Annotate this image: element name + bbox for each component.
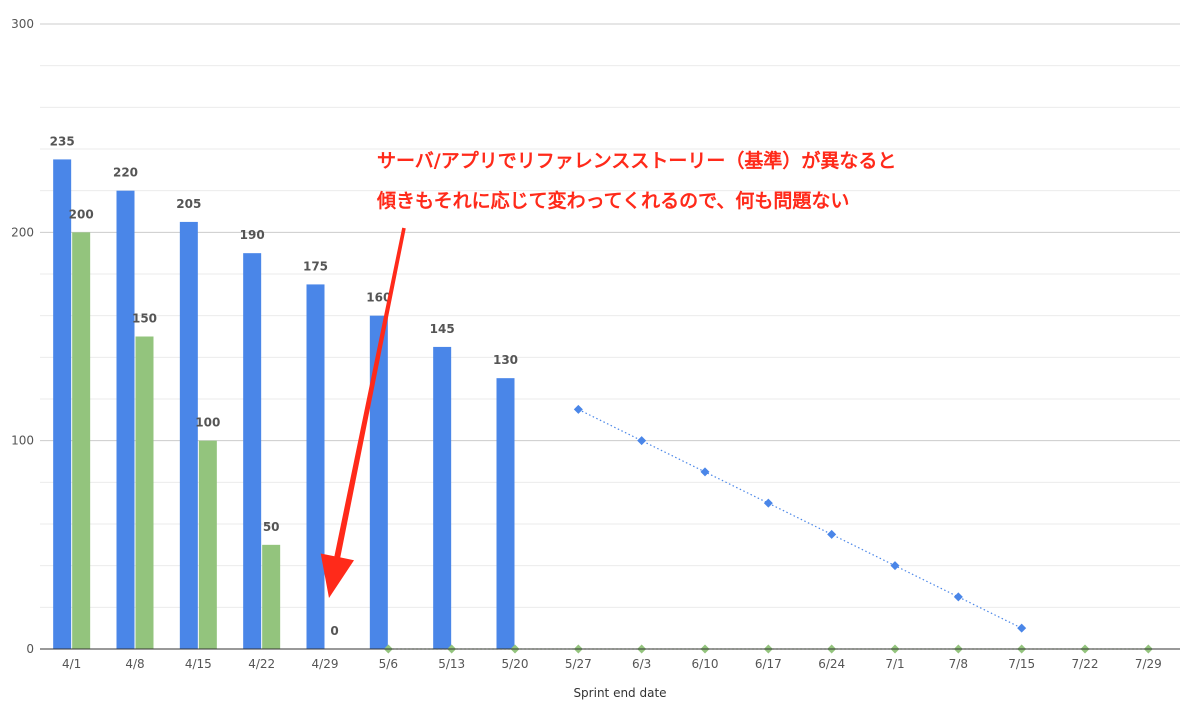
data-label-0-7: 130 xyxy=(493,353,518,367)
annotation-line-0: サーバ/アプリでリファレンスストーリー（基準）が異なると xyxy=(377,149,896,172)
projection-point-0-3 xyxy=(763,498,773,508)
projection-point-0-2 xyxy=(700,467,710,477)
x-tick-label: 7/8 xyxy=(949,657,968,671)
x-tick-label: 4/8 xyxy=(125,657,144,671)
projection-point-0-4 xyxy=(827,529,837,539)
x-tick-label: 7/22 xyxy=(1072,657,1099,671)
grid-layer xyxy=(40,23,1180,608)
bar-layer xyxy=(53,159,515,650)
projection-point-0-0 xyxy=(573,404,583,414)
annotation-arrow xyxy=(320,227,406,599)
data-label-1-0: 200 xyxy=(69,207,94,221)
x-tick-label: 6/3 xyxy=(632,657,651,671)
data-label-0-1: 220 xyxy=(113,166,138,180)
bar-1-1 xyxy=(135,336,154,649)
label-layer: 235 220 205 190 175 160 145 130 200 150 100 50 0 xyxy=(50,134,518,638)
bar-0-6 xyxy=(433,346,452,649)
annotation-line-1: 傾きもそれに応じて変わってくれるので、何も問題ない xyxy=(376,189,849,212)
x-tick-label: 5/6 xyxy=(379,657,398,671)
x-tick-label: 7/15 xyxy=(1008,657,1035,671)
projection-point-0-1 xyxy=(637,436,647,446)
annotation-layer: サーバ/アプリでリファレンスストーリー（基準）が異なると傾きもそれに応じて変わっ… xyxy=(320,149,896,599)
projection-point-0-6 xyxy=(953,592,963,602)
projection-point-0-7 xyxy=(1017,623,1027,633)
x-tick-label: 4/29 xyxy=(312,657,339,671)
y-tick-label: 100 xyxy=(11,434,34,448)
bar-1-3 xyxy=(262,544,281,649)
bar-1-0 xyxy=(72,232,91,650)
data-label-0-5: 160 xyxy=(366,291,391,305)
bar-0-1 xyxy=(116,190,135,649)
x-tick-label: 7/1 xyxy=(885,657,904,671)
bar-0-2 xyxy=(179,221,198,649)
y-tick-label: 200 xyxy=(11,225,34,239)
x-tick-label: 6/24 xyxy=(818,657,845,671)
data-label-1-3: 50 xyxy=(263,520,280,534)
y-tick-label: 0 xyxy=(26,642,34,656)
bar-0-3 xyxy=(243,253,262,649)
x-tick-label: 4/1 xyxy=(62,657,81,671)
data-label-0-6: 145 xyxy=(430,322,455,336)
data-label-0-3: 190 xyxy=(240,228,265,242)
data-label-0-2: 205 xyxy=(176,197,201,211)
x-tick-label: 6/17 xyxy=(755,657,782,671)
x-tick-label: 4/22 xyxy=(248,657,275,671)
data-label-1-1: 150 xyxy=(132,312,157,326)
data-label-0-0: 235 xyxy=(50,134,75,148)
bar-0-4 xyxy=(306,284,325,649)
axis-layer: 0 100 200 300 4/1 4/8 4/15 4/22 4/29 5/6 5/13 5/20 5… xyxy=(11,17,1180,700)
x-axis-title: Sprint end date xyxy=(573,686,666,700)
x-tick-label: 4/15 xyxy=(185,657,212,671)
x-tick-label: 5/20 xyxy=(502,657,529,671)
bar-1-2 xyxy=(198,440,217,649)
y-tick-label: 300 xyxy=(11,17,34,31)
projection-line-0 xyxy=(578,408,1022,629)
x-tick-label: 7/29 xyxy=(1135,657,1162,671)
data-label-0-4: 175 xyxy=(303,259,328,273)
bar-0-0 xyxy=(53,159,72,649)
bar-0-5 xyxy=(369,315,388,649)
bar-0-7 xyxy=(496,378,515,649)
x-tick-label: 6/10 xyxy=(692,657,719,671)
x-tick-label: 5/27 xyxy=(565,657,592,671)
x-tick-label: 5/13 xyxy=(438,657,465,671)
projection-point-0-5 xyxy=(890,561,900,571)
data-label-1-2: 100 xyxy=(195,416,220,430)
data-label-1-4: 0 xyxy=(330,624,338,638)
